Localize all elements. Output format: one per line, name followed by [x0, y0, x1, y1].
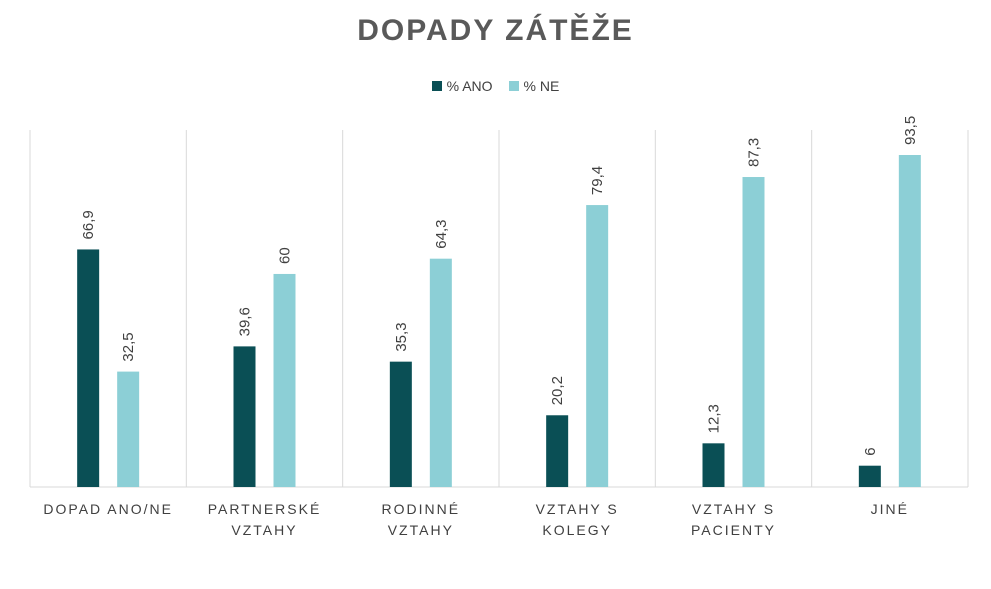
data-label-ano: 35,3: [393, 322, 410, 351]
category-label: KOLEGY: [542, 522, 612, 538]
bar-ano: [546, 415, 569, 487]
chart-title: DOPADY ZÁTĚŽE: [357, 14, 634, 47]
category-label: RODINNÉ: [382, 501, 461, 517]
bar-ano: [702, 443, 725, 487]
data-label-ano: 20,2: [549, 376, 566, 405]
legend-item-ano: % ANO: [431, 78, 493, 94]
data-label-ano: 12,3: [706, 404, 723, 433]
legend: % ANO % NE: [0, 78, 991, 94]
category-label: VZTAHY: [388, 522, 454, 538]
legend-swatch-ne: [508, 81, 519, 91]
bar-ano: [858, 465, 881, 487]
data-label-ano: 6: [862, 447, 879, 455]
data-label-ano: 39,6: [237, 307, 254, 336]
data-label-ne: 64,3: [433, 219, 450, 248]
data-label-ne: 60: [277, 247, 294, 264]
bar-ne: [429, 258, 452, 487]
bar-ne: [117, 371, 140, 487]
bar-ano: [77, 249, 100, 487]
category-label: VZTAHY S: [536, 501, 619, 517]
data-label-ne: 79,4: [589, 166, 606, 195]
legend-label-ne: % NE: [523, 78, 560, 94]
category-label: JINÉ: [871, 501, 909, 517]
bar-ne: [273, 273, 296, 487]
category-label: PACIENTY: [691, 522, 776, 538]
legend-swatch-ano: [431, 81, 442, 91]
data-label-ne: 93,5: [902, 116, 919, 145]
category-label: VZTAHY: [231, 522, 297, 538]
bar-ne: [586, 205, 609, 487]
data-label-ne: 32,5: [120, 332, 137, 361]
bar-ano: [233, 346, 256, 487]
category-label: DOPAD ANO/NE: [43, 501, 173, 517]
category-label: PARTNERSKÉ: [208, 501, 322, 517]
bar-ne: [898, 155, 921, 487]
legend-item-ne: % NE: [508, 78, 560, 94]
bar-ano: [389, 361, 412, 487]
data-label-ne: 87,3: [746, 138, 763, 167]
category-label: VZTAHY S: [692, 501, 775, 517]
data-label-ano: 66,9: [80, 210, 97, 239]
bar-ne: [742, 177, 765, 488]
legend-label-ano: % ANO: [446, 78, 493, 94]
